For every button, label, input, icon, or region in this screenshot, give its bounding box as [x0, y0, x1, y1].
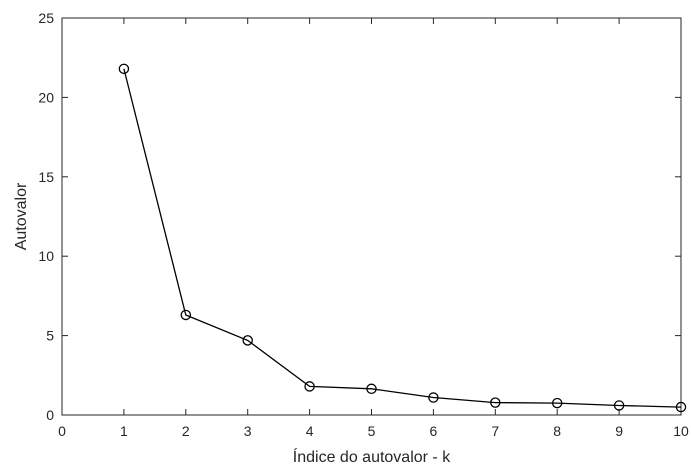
- series-markers: [118, 63, 687, 413]
- x-tick-label: 1: [120, 423, 128, 439]
- data-point: [675, 401, 687, 413]
- x-tick-label: 8: [553, 423, 561, 439]
- y-axis-ticks: 0 5 10 15 20 25: [38, 10, 681, 423]
- x-axis-label: Índice do autovalor - k: [293, 447, 451, 466]
- data-point: [490, 397, 501, 408]
- series-line: [123, 68, 682, 408]
- x-tick-label: 3: [244, 423, 252, 439]
- y-tick-label: 10: [38, 248, 54, 264]
- x-tick-label: 5: [368, 423, 376, 439]
- y-tick-label: 15: [38, 169, 54, 185]
- y-tick-label: 5: [46, 328, 54, 344]
- x-tick-label: 0: [58, 423, 66, 439]
- x-tick-label: 6: [430, 423, 438, 439]
- x-tick-label: 7: [491, 423, 499, 439]
- data-point: [242, 335, 253, 346]
- data-point: [551, 397, 563, 409]
- y-tick-label: 25: [38, 10, 54, 26]
- data-point: [428, 392, 439, 403]
- x-tick-label: 10: [673, 423, 689, 439]
- y-axis-label: Autovalor: [13, 182, 30, 250]
- data-point: [118, 63, 130, 75]
- x-tick-label: 2: [182, 423, 190, 439]
- y-tick-label: 20: [38, 89, 54, 105]
- data-point: [613, 400, 625, 411]
- x-axis-ticks: 0 1 2 3 4 5 6 7 8 9 10: [58, 18, 689, 439]
- x-tick-label: 9: [615, 423, 623, 439]
- data-point: [304, 381, 315, 392]
- data-point: [180, 309, 192, 321]
- data-point: [366, 383, 377, 395]
- y-tick-label: 0: [46, 407, 54, 423]
- plot-area: [61, 17, 682, 416]
- x-tick-label: 4: [306, 423, 314, 439]
